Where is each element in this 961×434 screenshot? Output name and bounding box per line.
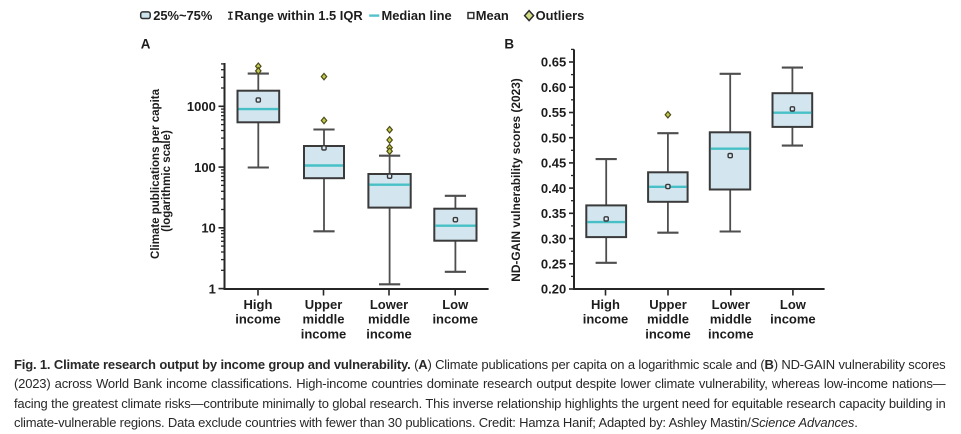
svg-text:Upper: Upper <box>305 297 343 312</box>
svg-text:income: income <box>235 312 281 327</box>
svg-text:0.50: 0.50 <box>541 130 566 145</box>
svg-text:Upper: Upper <box>649 297 687 312</box>
svg-text:High: High <box>244 297 273 312</box>
svg-text:(logarithmic scale): (logarithmic scale) <box>161 130 173 232</box>
svg-text:income: income <box>432 312 478 327</box>
svg-text:income: income <box>366 326 412 341</box>
svg-text:Mean: Mean <box>476 8 509 23</box>
svg-text:income: income <box>301 326 347 341</box>
svg-text:1: 1 <box>209 281 216 296</box>
svg-text:middle: middle <box>647 312 689 327</box>
svg-text:0.55: 0.55 <box>541 105 566 120</box>
svg-text:0.45: 0.45 <box>541 156 566 171</box>
svg-text:0.40: 0.40 <box>541 181 566 196</box>
svg-text:middle: middle <box>368 312 410 327</box>
svg-text:middle: middle <box>710 312 752 327</box>
svg-text:income: income <box>708 326 754 341</box>
svg-text:10: 10 <box>201 221 215 236</box>
svg-text:0.60: 0.60 <box>541 80 566 95</box>
svg-text:middle: middle <box>303 312 345 327</box>
svg-text:100: 100 <box>194 160 216 175</box>
svg-text:income: income <box>583 312 629 327</box>
svg-text:Climate publications per capit: Climate publications per capita <box>150 88 162 259</box>
svg-text:A: A <box>141 36 151 51</box>
svg-text:0.65: 0.65 <box>541 55 566 70</box>
svg-text:0.30: 0.30 <box>541 231 566 246</box>
svg-text:B: B <box>504 36 514 51</box>
svg-text:income: income <box>770 312 816 327</box>
svg-text:Low: Low <box>442 297 469 312</box>
svg-text:income: income <box>645 326 691 341</box>
svg-text:Lower: Lower <box>712 297 750 312</box>
svg-text:0.25: 0.25 <box>541 257 566 272</box>
svg-text:Lower: Lower <box>370 297 408 312</box>
svg-text:ND-GAIN vulnerability scores (: ND-GAIN vulnerability scores (2023) <box>509 78 523 282</box>
svg-text:0.20: 0.20 <box>541 282 566 297</box>
svg-text:Median line: Median line <box>382 8 452 23</box>
svg-text:Range within 1.5 IQR: Range within 1.5 IQR <box>235 8 364 23</box>
svg-text:High: High <box>591 297 620 312</box>
svg-text:Outliers: Outliers <box>536 8 585 23</box>
svg-text:25%~75%: 25%~75% <box>153 8 213 23</box>
svg-text:Low: Low <box>780 297 807 312</box>
svg-text:1000: 1000 <box>187 99 216 114</box>
svg-text:0.35: 0.35 <box>541 206 566 221</box>
